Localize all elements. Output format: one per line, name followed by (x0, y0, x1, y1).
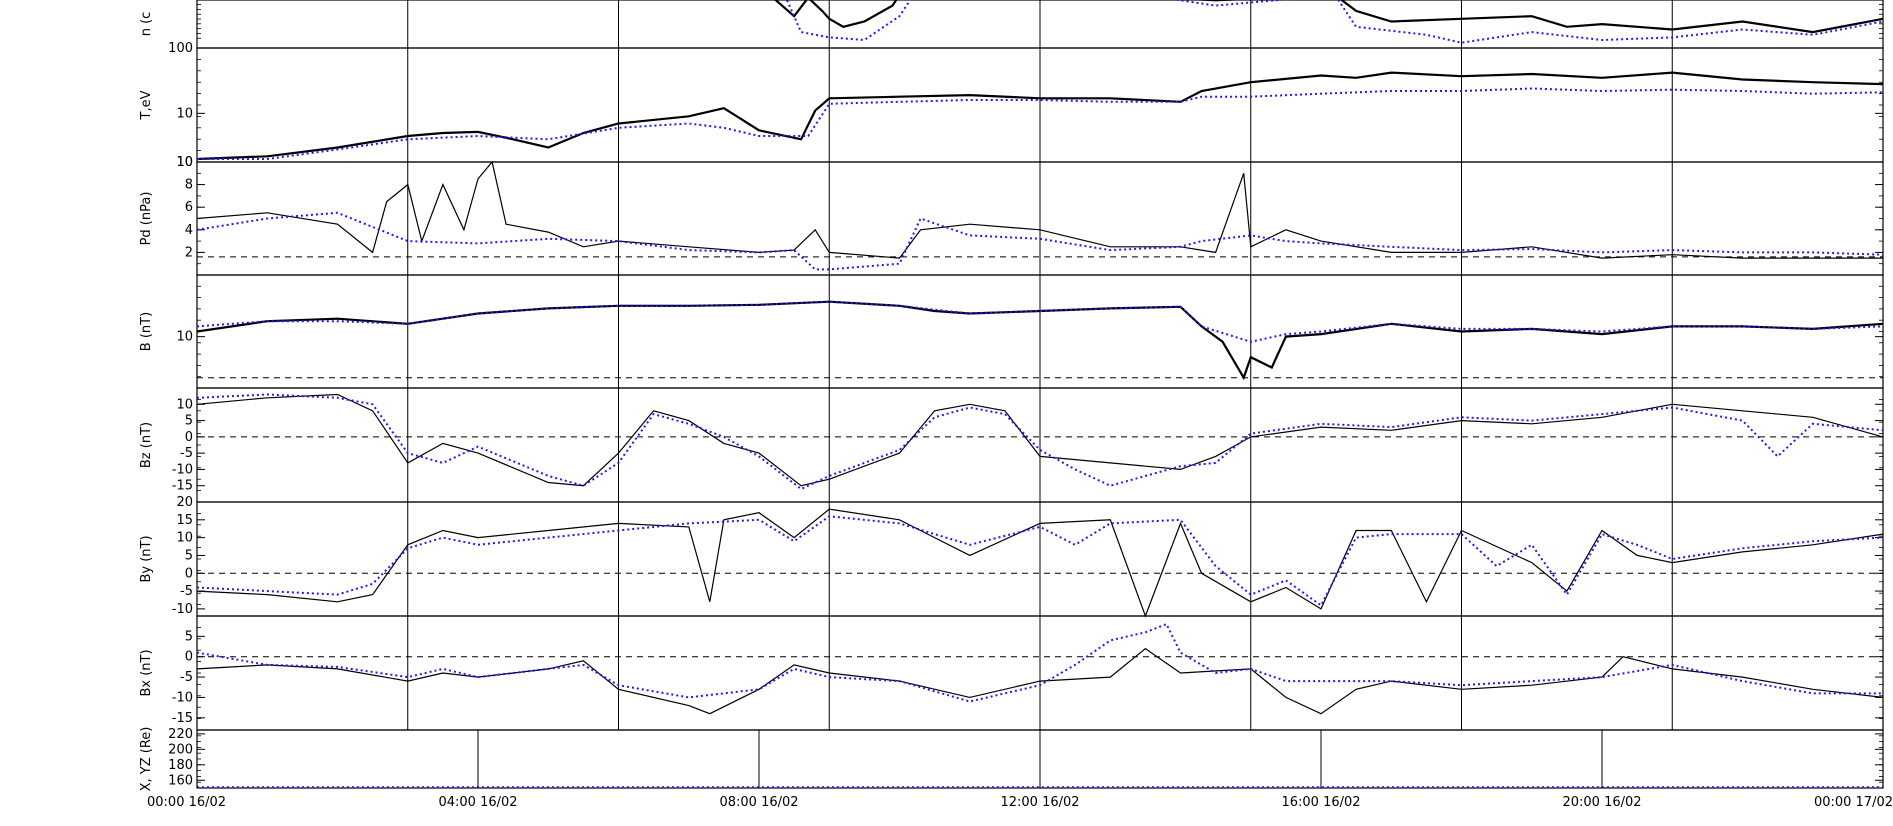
y-tick-label-Bx: 5 (185, 629, 193, 644)
y-axis-label-XYZ: X, YZ (Re) (139, 727, 154, 792)
y-tick-label-By: -5 (180, 584, 193, 599)
x-tick-label: 04:00 16/02 (438, 795, 517, 810)
y-tick-label-T: 10 (176, 155, 193, 170)
y-tick-label-Bz: 5 (185, 414, 193, 429)
y-tick-label-By: -10 (172, 602, 193, 617)
y-axis-label-Bz: Bz (nT) (139, 422, 154, 468)
y-axis-label-T: T,eV (139, 90, 154, 120)
y-tick-label-Bz: 10 (176, 397, 193, 412)
y-tick-label-XYZ: 220 (168, 727, 193, 742)
series-observed-T (196, 71, 1884, 161)
series-model-Pd (196, 211, 1884, 271)
y-tick-label-Bx: -5 (180, 670, 193, 685)
y-axis-label-Bx: Bx (nT) (139, 649, 154, 696)
y-tick-label-Bx: -10 (172, 690, 193, 705)
y-axis-label-n: n (c (139, 12, 154, 37)
y-tick-label-Bz: -5 (180, 446, 193, 461)
series-observed-n (773, 0, 1884, 34)
y-tick-label-By: 15 (176, 513, 193, 528)
y-tick-label-Bz: -15 (172, 479, 193, 494)
y-tick-label-By: 10 (176, 531, 193, 546)
y-tick-label-Pd: 6 (185, 200, 193, 215)
series-model-n (786, 0, 1884, 44)
series-observed-Bz (196, 393, 1884, 487)
y-tick-label-B: 10 (176, 330, 193, 345)
y-tick-label-By: 20 (176, 495, 193, 510)
x-tick-label: 08:00 16/02 (719, 795, 798, 810)
y-tick-label-T: 10 (176, 106, 193, 121)
series-model-T (197, 87, 1884, 160)
series-observed-Pd (196, 160, 1883, 259)
y-tick-label-XYZ: 200 (168, 742, 193, 757)
series-model-Bz (196, 393, 1884, 491)
y-axis-label-B: B (nT) (139, 312, 154, 351)
y-tick-label-Pd: 4 (185, 223, 193, 238)
y-tick-label-Pd: 8 (185, 178, 193, 193)
series-model-Bx (196, 622, 1883, 703)
y-tick-label-Bz: -10 (172, 462, 193, 477)
y-axis-label-Pd: Pd (nPa) (139, 192, 154, 246)
y-tick-label-XYZ: 180 (168, 758, 193, 773)
y-tick-label-Bx: 0 (185, 650, 193, 665)
y-tick-label-By: 0 (185, 566, 193, 581)
x-tick-label: 16:00 16/02 (1281, 795, 1360, 810)
y-tick-label-Bz: 0 (185, 430, 193, 445)
y-tick-label-By: 5 (185, 548, 193, 563)
y-tick-label-Pd: 10 (176, 155, 193, 170)
x-tick-label: 12:00 16/02 (1000, 795, 1079, 810)
x-tick-label: 00:00 16/02 (147, 795, 226, 810)
y-axis-label-By: By (nT) (139, 535, 154, 582)
y-tick-label-XYZ: 160 (168, 773, 193, 788)
x-tick-label: 00:00 17/02 (1814, 795, 1893, 810)
y-tick-label-Bx: -15 (172, 711, 193, 726)
series-observed-By (196, 508, 1884, 618)
y-tick-label-Pd: 2 (185, 245, 193, 260)
y-tick-label-T: 100 (168, 41, 193, 56)
series-observed-Bx (196, 647, 1884, 715)
x-tick-label: 20:00 16/02 (1562, 795, 1641, 810)
series-model-B (196, 300, 1884, 343)
